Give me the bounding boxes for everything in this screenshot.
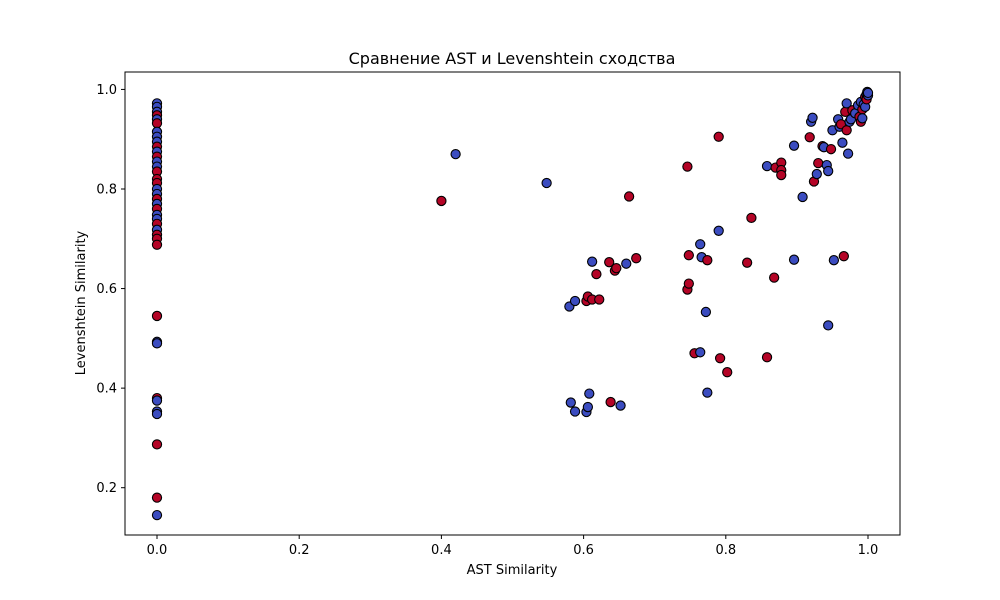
data-point — [631, 253, 642, 264]
y-axis-label: Levenshtein Similarity — [74, 230, 89, 375]
data-point — [841, 98, 852, 109]
data-point — [788, 140, 800, 151]
data-point — [151, 509, 163, 521]
data-point — [450, 148, 461, 160]
points-layer — [151, 86, 874, 521]
data-point — [151, 408, 163, 420]
data-point — [842, 148, 854, 159]
y-tick-label: 0.6 — [96, 282, 117, 297]
data-point — [862, 87, 874, 99]
x-tick-label: 0.4 — [431, 543, 452, 558]
data-point — [151, 310, 163, 322]
data-point — [582, 401, 594, 413]
data-point — [605, 396, 616, 408]
x-axis-label: AST Similarity — [467, 563, 558, 578]
data-point — [682, 161, 693, 172]
y-axis-ticks: 0.2 0.4 0.6 0.8 1.0 — [96, 83, 125, 496]
data-point — [700, 306, 712, 318]
data-point — [683, 278, 694, 289]
x-tick-label: 1.0 — [858, 543, 879, 558]
data-point — [825, 144, 837, 155]
data-point — [811, 168, 822, 180]
data-point — [838, 251, 849, 262]
data-point — [569, 406, 581, 417]
data-point — [151, 439, 163, 450]
data-point — [746, 212, 757, 224]
data-point — [722, 367, 733, 378]
data-point — [683, 250, 694, 261]
y-tick-label: 0.8 — [96, 182, 117, 197]
x-tick-label: 0.0 — [147, 543, 168, 558]
data-point — [761, 352, 773, 363]
data-point — [702, 255, 713, 266]
data-point — [594, 294, 605, 305]
data-point — [569, 295, 581, 307]
data-point — [541, 177, 552, 189]
y-tick-label: 0.2 — [96, 481, 117, 496]
data-point — [695, 347, 706, 358]
data-point — [857, 113, 868, 124]
data-point — [804, 132, 815, 143]
data-point — [713, 225, 724, 236]
data-point — [611, 262, 622, 274]
data-point — [776, 169, 787, 181]
data-point — [695, 239, 706, 250]
data-point — [837, 137, 848, 148]
y-tick-label: 1.0 — [96, 83, 117, 98]
data-point — [151, 395, 163, 406]
x-axis-ticks: 0.0 0.2 0.4 0.6 0.8 1.0 — [147, 535, 879, 558]
data-point — [807, 112, 818, 123]
data-point — [741, 257, 753, 268]
data-point — [615, 400, 626, 411]
data-point — [565, 397, 576, 408]
data-point — [797, 191, 808, 203]
x-tick-label: 0.6 — [573, 543, 594, 558]
data-point — [714, 353, 726, 364]
data-point — [621, 258, 632, 269]
data-point — [761, 160, 773, 172]
data-point — [151, 239, 163, 250]
data-point — [436, 195, 447, 207]
data-point — [591, 268, 602, 280]
data-point — [841, 125, 852, 136]
data-point — [151, 492, 163, 503]
x-tick-label: 0.2 — [289, 543, 310, 558]
data-point — [151, 118, 163, 129]
chart-title: Сравнение AST и Levenshtein сходства — [349, 49, 676, 68]
data-point — [828, 255, 840, 266]
y-tick-label: 0.4 — [96, 382, 117, 397]
data-point — [623, 191, 635, 202]
plot-area-frame — [124, 71, 901, 536]
data-point — [586, 256, 598, 267]
x-tick-label: 0.8 — [715, 543, 736, 558]
data-point — [604, 257, 615, 268]
data-point — [713, 131, 724, 142]
data-point — [823, 165, 834, 177]
data-point — [813, 157, 824, 169]
data-point — [823, 320, 834, 331]
data-point — [702, 387, 713, 398]
data-point — [584, 388, 595, 399]
data-point — [769, 272, 780, 283]
data-point — [788, 254, 800, 265]
data-point — [151, 338, 163, 349]
